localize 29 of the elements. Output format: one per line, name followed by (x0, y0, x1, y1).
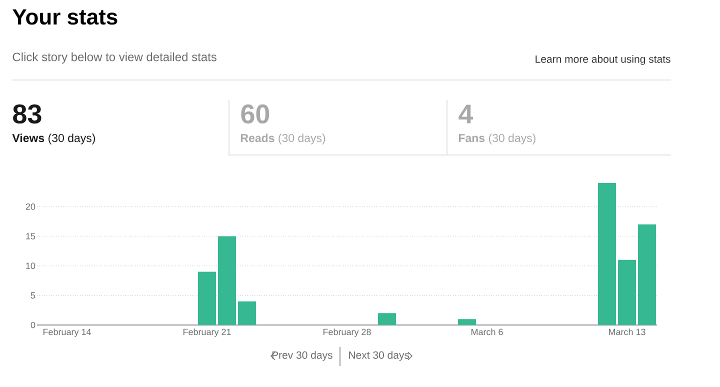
x-tick-label: February 28 (323, 328, 371, 337)
y-tick-label: 0 (30, 322, 36, 328)
chart-title: Your stats (12, 9, 118, 25)
text: 4 (458, 104, 474, 124)
bar (618, 260, 636, 325)
bar (638, 224, 656, 325)
x-tick-label: March 13 (608, 328, 646, 336)
y-tick-label: 5 (30, 292, 36, 299)
text: Reads (30 days) (240, 134, 326, 144)
x-tick-label: February 21 (183, 328, 231, 337)
bar (378, 313, 396, 325)
text: 60 (241, 104, 270, 124)
text: Prev 30 days (272, 351, 332, 361)
text: Next 30 days (349, 351, 410, 361)
x-tick-label: March 6 (471, 328, 503, 336)
bar (598, 183, 616, 325)
text: Fans (30 days) (458, 134, 536, 144)
chart-subtitle: Click story below to view detailed stats (12, 52, 216, 64)
y-tick-label: 20 (26, 203, 36, 210)
x-tick-label: February 14 (43, 328, 91, 337)
text: Views (30 days) (12, 134, 95, 144)
bar (218, 236, 236, 325)
text: 83 (13, 104, 42, 124)
bar (458, 319, 476, 325)
text: Learn more about using stats (536, 55, 670, 65)
bar (238, 301, 256, 325)
y-tick-label: 15 (26, 233, 36, 240)
y-tick-label: 10 (26, 262, 36, 270)
bar (198, 272, 216, 325)
